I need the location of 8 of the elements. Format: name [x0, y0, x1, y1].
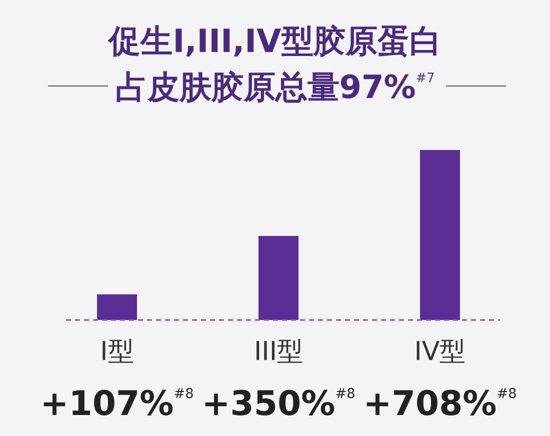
data-label: +350%$^{#8}$: [202, 384, 356, 424]
data-label: +708%$^{#8}$: [363, 384, 517, 424]
data-label: +107%$^{#8}$: [40, 384, 194, 424]
chart-subtitle: 占皮肤胶原总量97%$^{#7}$: [115, 68, 435, 106]
x-tick-label: III型: [254, 337, 304, 367]
chart-title: 促生I,III,IV型胶原蛋白: [106, 22, 442, 60]
x-tick-label: IV型: [414, 337, 466, 367]
x-tick-label: I型: [100, 337, 134, 367]
